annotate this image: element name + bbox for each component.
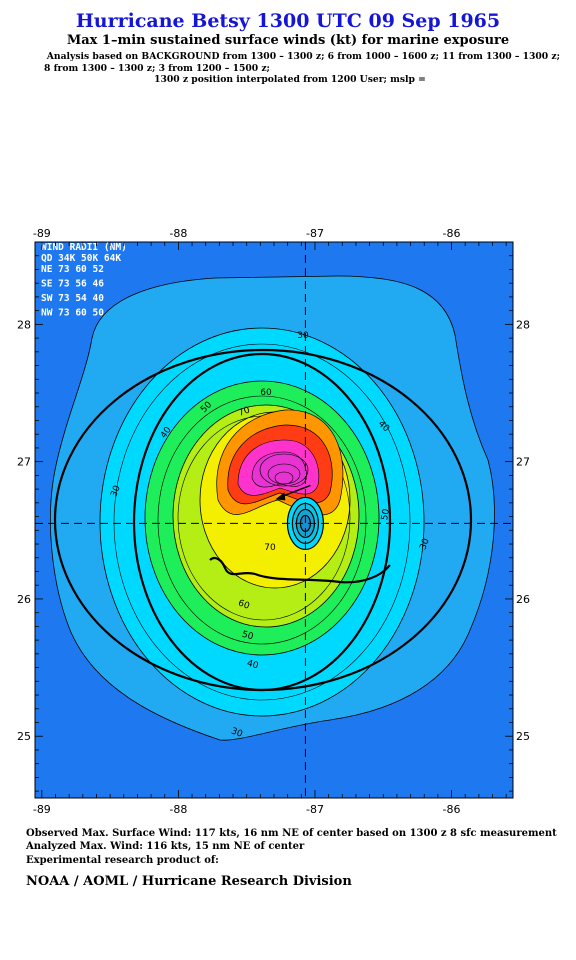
x-tick-label-top: -89 [33, 227, 51, 240]
chart-subtitle: Max 1–min sustained surface winds (kt) f… [66, 33, 510, 48]
bold-contour-34kt [53, 348, 473, 692]
contour-label: 70 [264, 543, 276, 553]
inner-contour-1 [259, 453, 309, 487]
y-tick-label-left: 27 [17, 456, 31, 469]
x-tick-label-bottom: -86 [443, 803, 461, 816]
analysis-line-2: 8 from 1300 – 1300 z; 3 from 1200 – 1500… [44, 62, 270, 74]
storm-motion-arrowhead [275, 492, 286, 501]
wind-radii-row-se: SE 73 56 46 [41, 279, 104, 290]
wind-radii-row-ne: NE 73 60 52 [41, 264, 104, 275]
wind-radii-row-sw: SW 73 54 40 [41, 293, 104, 304]
experimental-note: Experimental research product of: [26, 855, 219, 866]
contour-label: 30 [418, 537, 431, 551]
chart-title: Hurricane Betsy 1300 UTC 09 Sep 1965 [75, 10, 501, 32]
y-tick-label-right: 25 [516, 730, 530, 743]
contour-label: 50 [380, 508, 392, 521]
contour-label: 40 [246, 659, 260, 672]
contour-label: 70 [237, 405, 251, 418]
y-tick-label-right: 26 [516, 593, 530, 606]
y-tick-label-left: 25 [17, 730, 31, 743]
axis-ticks: -89 -89 -88 -88 -87 -87 -86 -86 25 25 26 26 27 27 28 28 [17, 227, 530, 816]
analysis-description: Analysis based on BACKGROUND from 1300 –… [20, 51, 560, 86]
contour-line-2 [157, 395, 367, 645]
x-tick-label-bottom: -87 [306, 803, 324, 816]
x-tick-label-bottom: -88 [169, 803, 187, 816]
inner-contour-3 [274, 471, 294, 485]
y-tick-label-left: 28 [17, 318, 31, 331]
wind-radii-row-nw: NW 73 60 50 [41, 308, 104, 319]
contour-label: 30 [230, 726, 244, 739]
y-tick-label-right: 27 [516, 456, 530, 469]
bold-contour-64kt [209, 556, 391, 584]
contour-line-1 [113, 343, 411, 701]
contour-label: 30 [109, 484, 122, 498]
x-tick-label-top: -88 [169, 227, 187, 240]
analysis-line-1: Analysis based on BACKGROUND from 1300 –… [46, 51, 560, 62]
contour-label: 50 [241, 630, 255, 643]
contour-field [35, 242, 513, 798]
analysis-line-3: 1300 z position interpolated from 1200 U… [154, 74, 426, 85]
contour-label: 30 [297, 331, 309, 341]
contour-label: 60 [237, 598, 251, 611]
credit-line: NOAA / AOML / Hurricane Research Divisio… [26, 874, 352, 889]
x-tick-label-bottom: -89 [33, 803, 51, 816]
observed-max-wind: Observed Max. Surface Wind: 117 kts, 16 … [26, 828, 557, 839]
x-tick-label-top: -87 [306, 227, 324, 240]
y-tick-label-right: 28 [516, 318, 530, 331]
wind-radii-header: QD 34K 50K 64K [41, 253, 121, 264]
analyzed-max-wind: Analyzed Max. Wind: 116 kts, 15 nm NE of… [26, 841, 305, 852]
wind-radii-header: WIND RADII (NM) [41, 242, 127, 253]
x-tick-label-top: -86 [443, 227, 461, 240]
contour-label: 60 [260, 388, 272, 398]
y-tick-label-left: 26 [17, 593, 31, 606]
